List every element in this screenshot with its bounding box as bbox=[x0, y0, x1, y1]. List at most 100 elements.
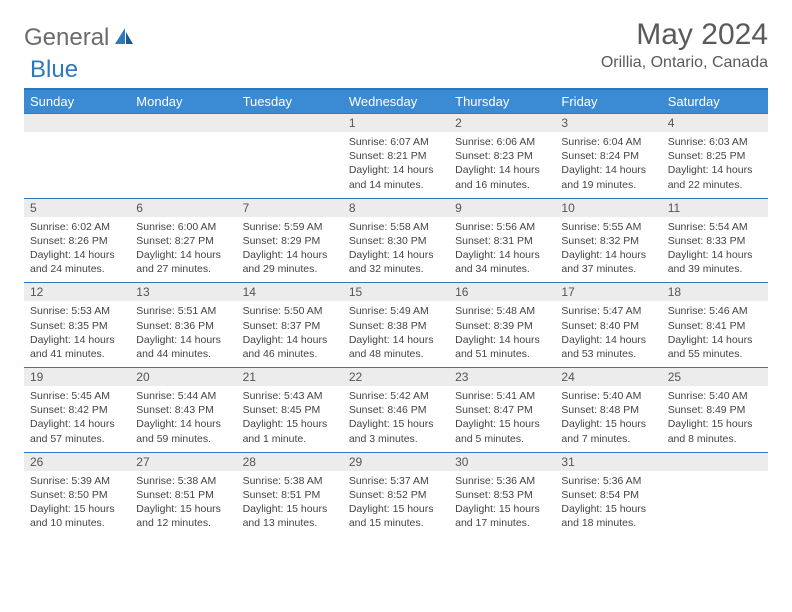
day-number-cell: 8 bbox=[343, 198, 449, 217]
detail-line: Daylight: 15 hours bbox=[349, 417, 443, 431]
day-detail-cell: Sunrise: 6:07 AMSunset: 8:21 PMDaylight:… bbox=[343, 132, 449, 198]
day-detail-cell: Sunrise: 5:54 AMSunset: 8:33 PMDaylight:… bbox=[662, 217, 768, 283]
detail-line: and 5 minutes. bbox=[455, 432, 549, 446]
detail-line: Daylight: 15 hours bbox=[455, 417, 549, 431]
detail-line: Daylight: 14 hours bbox=[136, 248, 230, 262]
day-detail-cell: Sunrise: 5:45 AMSunset: 8:42 PMDaylight:… bbox=[24, 386, 130, 452]
detail-line: Sunrise: 5:40 AM bbox=[668, 389, 762, 403]
detail-line: Sunset: 8:48 PM bbox=[561, 403, 655, 417]
detail-line: Daylight: 15 hours bbox=[455, 502, 549, 516]
detail-line: Sunrise: 5:50 AM bbox=[243, 304, 337, 318]
day-number-cell: 25 bbox=[662, 368, 768, 387]
detail-line: Sunrise: 6:07 AM bbox=[349, 135, 443, 149]
day-number-cell: 1 bbox=[343, 114, 449, 133]
detail-line: and 3 minutes. bbox=[349, 432, 443, 446]
day-number-cell: 9 bbox=[449, 198, 555, 217]
day-detail-cell: Sunrise: 5:36 AMSunset: 8:53 PMDaylight:… bbox=[449, 471, 555, 537]
detail-line: Sunrise: 5:56 AM bbox=[455, 220, 549, 234]
detail-line: Daylight: 14 hours bbox=[668, 333, 762, 347]
detail-line: Sunrise: 5:43 AM bbox=[243, 389, 337, 403]
detail-line: and 8 minutes. bbox=[668, 432, 762, 446]
day-detail-cell: Sunrise: 5:38 AMSunset: 8:51 PMDaylight:… bbox=[130, 471, 236, 537]
day-number-cell bbox=[24, 114, 130, 133]
weekday-header: Friday bbox=[555, 89, 661, 114]
day-detail-cell: Sunrise: 5:47 AMSunset: 8:40 PMDaylight:… bbox=[555, 301, 661, 367]
detail-line: and 53 minutes. bbox=[561, 347, 655, 361]
detail-line: Daylight: 15 hours bbox=[243, 417, 337, 431]
weekday-header: Thursday bbox=[449, 89, 555, 114]
detail-line: and 1 minute. bbox=[243, 432, 337, 446]
detail-line: and 37 minutes. bbox=[561, 262, 655, 276]
detail-line: Sunrise: 5:58 AM bbox=[349, 220, 443, 234]
day-number-cell: 5 bbox=[24, 198, 130, 217]
detail-line: Sunrise: 5:38 AM bbox=[136, 474, 230, 488]
detail-line: Sunset: 8:52 PM bbox=[349, 488, 443, 502]
day-number-row: 19202122232425 bbox=[24, 368, 768, 387]
detail-line: and 14 minutes. bbox=[349, 178, 443, 192]
day-number-cell: 14 bbox=[237, 283, 343, 302]
detail-line: Daylight: 14 hours bbox=[349, 248, 443, 262]
detail-line: Sunset: 8:40 PM bbox=[561, 319, 655, 333]
detail-line: Sunrise: 6:04 AM bbox=[561, 135, 655, 149]
day-detail-row: Sunrise: 5:39 AMSunset: 8:50 PMDaylight:… bbox=[24, 471, 768, 537]
logo-text-blue: Blue bbox=[30, 56, 774, 84]
day-detail-cell: Sunrise: 5:40 AMSunset: 8:49 PMDaylight:… bbox=[662, 386, 768, 452]
day-number-cell: 27 bbox=[130, 452, 236, 471]
detail-line: and 15 minutes. bbox=[349, 516, 443, 530]
detail-line: Sunset: 8:42 PM bbox=[30, 403, 124, 417]
day-detail-row: Sunrise: 6:02 AMSunset: 8:26 PMDaylight:… bbox=[24, 217, 768, 283]
detail-line: Sunrise: 6:00 AM bbox=[136, 220, 230, 234]
detail-line: Sunset: 8:35 PM bbox=[30, 319, 124, 333]
detail-line: Daylight: 14 hours bbox=[668, 163, 762, 177]
detail-line: and 17 minutes. bbox=[455, 516, 549, 530]
detail-line: and 41 minutes. bbox=[30, 347, 124, 361]
day-detail-cell: Sunrise: 5:50 AMSunset: 8:37 PMDaylight:… bbox=[237, 301, 343, 367]
day-number-cell: 11 bbox=[662, 198, 768, 217]
day-detail-cell: Sunrise: 5:55 AMSunset: 8:32 PMDaylight:… bbox=[555, 217, 661, 283]
detail-line: Daylight: 15 hours bbox=[561, 417, 655, 431]
weekday-header: Saturday bbox=[662, 89, 768, 114]
day-number-cell: 7 bbox=[237, 198, 343, 217]
detail-line: Sunset: 8:50 PM bbox=[30, 488, 124, 502]
detail-line: and 32 minutes. bbox=[349, 262, 443, 276]
logo-text-general: General bbox=[24, 24, 109, 52]
day-detail-cell: Sunrise: 5:37 AMSunset: 8:52 PMDaylight:… bbox=[343, 471, 449, 537]
detail-line: Daylight: 14 hours bbox=[30, 248, 124, 262]
day-detail-cell: Sunrise: 5:36 AMSunset: 8:54 PMDaylight:… bbox=[555, 471, 661, 537]
day-number-cell: 18 bbox=[662, 283, 768, 302]
detail-line: Daylight: 14 hours bbox=[349, 333, 443, 347]
detail-line: and 7 minutes. bbox=[561, 432, 655, 446]
detail-line: and 16 minutes. bbox=[455, 178, 549, 192]
detail-line: and 59 minutes. bbox=[136, 432, 230, 446]
detail-line: Sunset: 8:54 PM bbox=[561, 488, 655, 502]
detail-line: Sunrise: 5:55 AM bbox=[561, 220, 655, 234]
month-title: May 2024 bbox=[601, 18, 768, 52]
detail-line: Sunset: 8:53 PM bbox=[455, 488, 549, 502]
detail-line: and 19 minutes. bbox=[561, 178, 655, 192]
detail-line: and 24 minutes. bbox=[30, 262, 124, 276]
detail-line: Daylight: 15 hours bbox=[136, 502, 230, 516]
day-detail-cell bbox=[24, 132, 130, 198]
day-detail-row: Sunrise: 5:53 AMSunset: 8:35 PMDaylight:… bbox=[24, 301, 768, 367]
detail-line: Sunrise: 5:42 AM bbox=[349, 389, 443, 403]
detail-line: Sunrise: 5:37 AM bbox=[349, 474, 443, 488]
detail-line: Sunset: 8:21 PM bbox=[349, 149, 443, 163]
day-detail-cell: Sunrise: 6:02 AMSunset: 8:26 PMDaylight:… bbox=[24, 217, 130, 283]
day-detail-cell: Sunrise: 5:58 AMSunset: 8:30 PMDaylight:… bbox=[343, 217, 449, 283]
detail-line: and 57 minutes. bbox=[30, 432, 124, 446]
weekday-header: Wednesday bbox=[343, 89, 449, 114]
day-number-cell: 10 bbox=[555, 198, 661, 217]
day-number-cell: 12 bbox=[24, 283, 130, 302]
detail-line: and 10 minutes. bbox=[30, 516, 124, 530]
detail-line: Sunset: 8:33 PM bbox=[668, 234, 762, 248]
day-detail-cell: Sunrise: 5:39 AMSunset: 8:50 PMDaylight:… bbox=[24, 471, 130, 537]
detail-line: Daylight: 15 hours bbox=[561, 502, 655, 516]
detail-line: Sunset: 8:30 PM bbox=[349, 234, 443, 248]
detail-line: Daylight: 15 hours bbox=[349, 502, 443, 516]
sail-icon bbox=[113, 26, 135, 51]
day-detail-cell: Sunrise: 5:49 AMSunset: 8:38 PMDaylight:… bbox=[343, 301, 449, 367]
detail-line: Sunset: 8:51 PM bbox=[136, 488, 230, 502]
day-detail-cell bbox=[662, 471, 768, 537]
detail-line: and 51 minutes. bbox=[455, 347, 549, 361]
day-number-cell: 4 bbox=[662, 114, 768, 133]
